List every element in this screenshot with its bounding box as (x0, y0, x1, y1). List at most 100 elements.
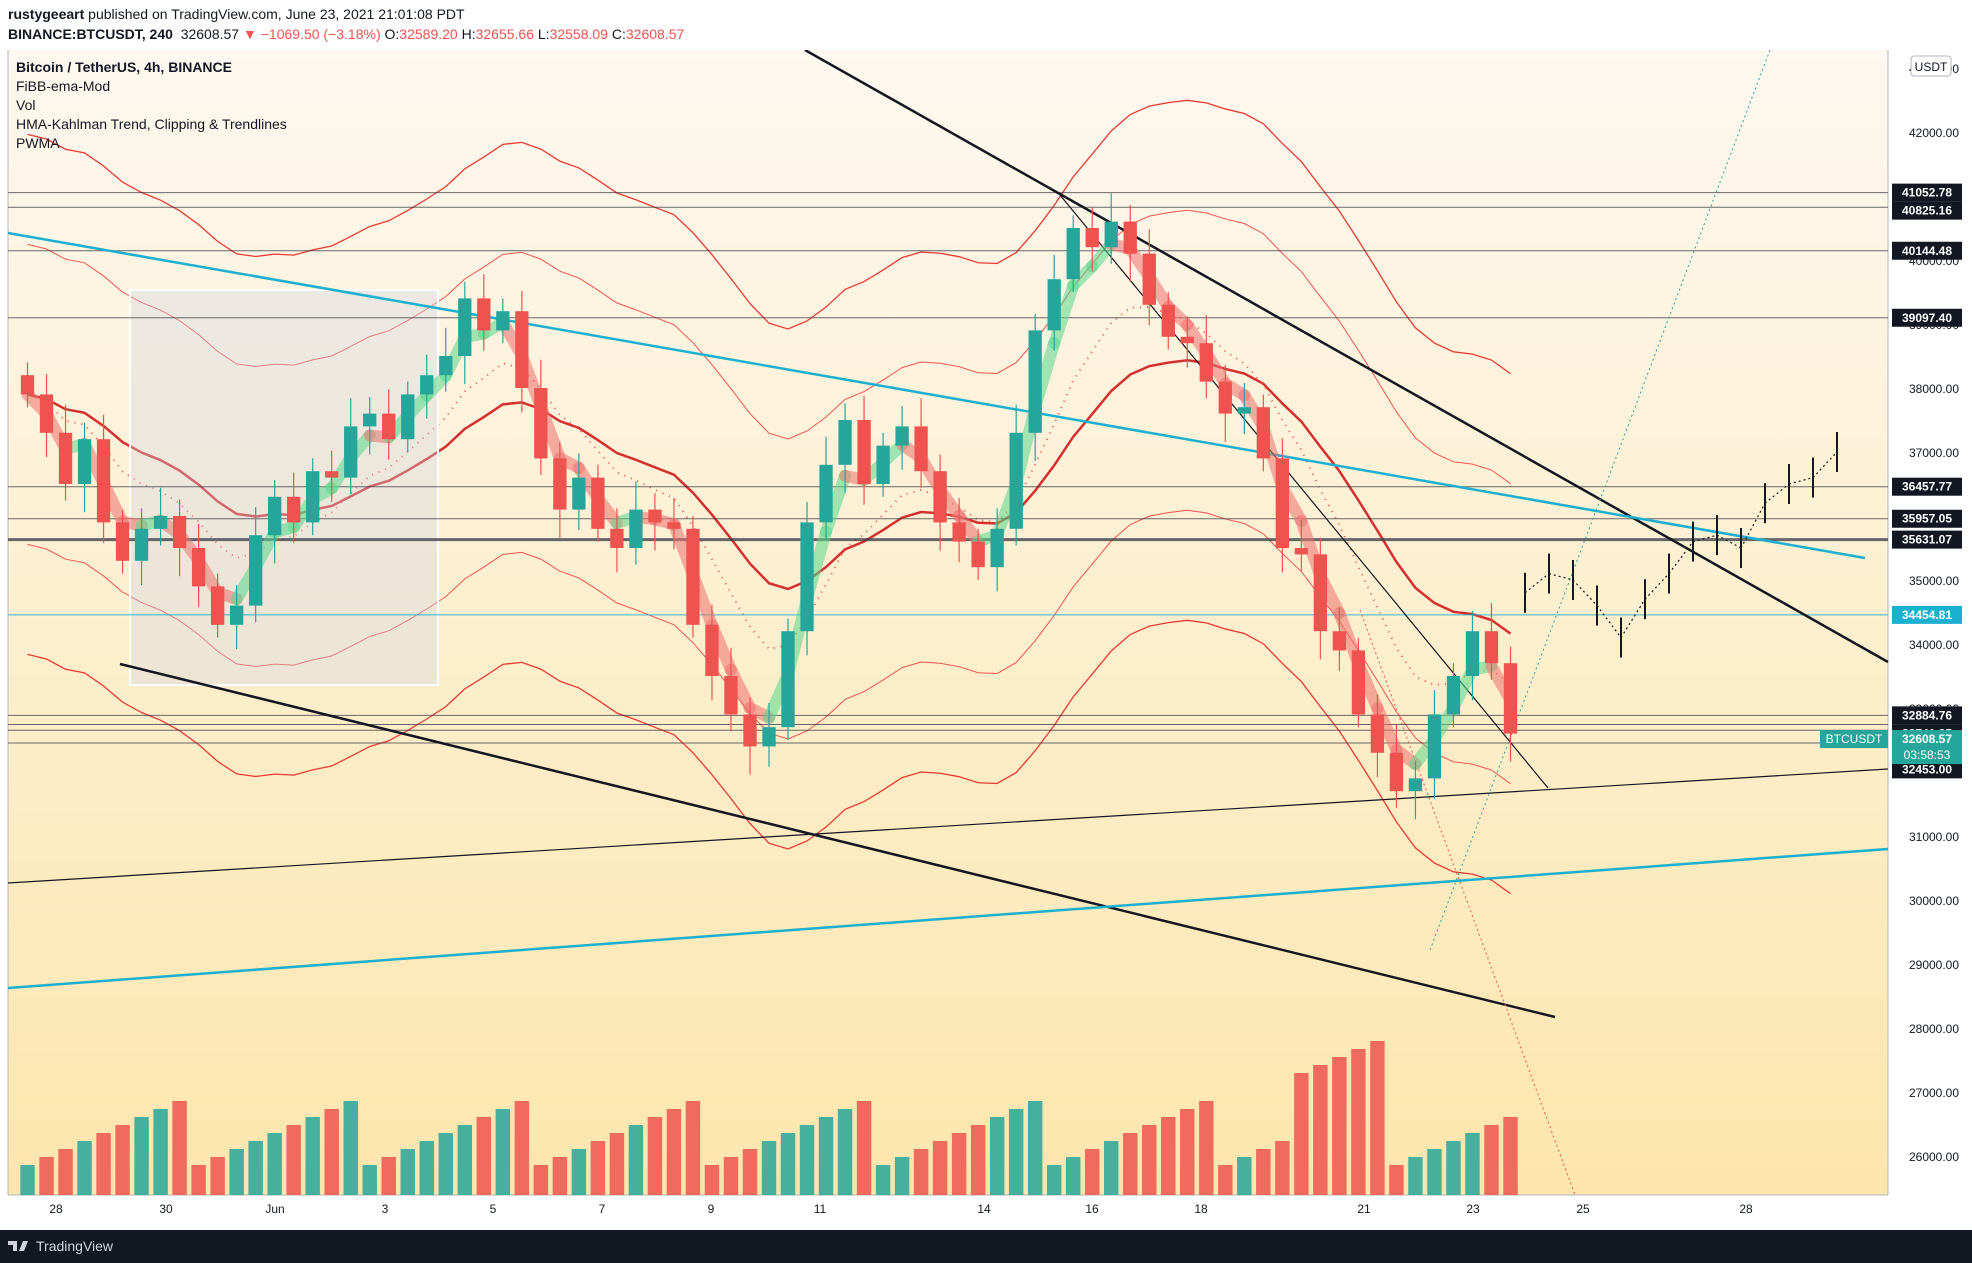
price-tick-label: 31000.00 (1909, 830, 1959, 844)
change-text: −1069.50 (−3.18%) (260, 26, 381, 42)
legend-indicator-pwma[interactable]: PWMA (16, 135, 60, 151)
volume-bar (799, 1125, 815, 1195)
candle-body (1047, 279, 1061, 331)
projection-link (1812, 451, 1838, 479)
candle-body (705, 624, 719, 676)
candle-body (781, 631, 795, 728)
candle-body (1313, 554, 1328, 632)
volume-bar (989, 1117, 1005, 1195)
candle-body (1332, 631, 1347, 651)
projection-path (1524, 432, 1838, 658)
candle-body (990, 528, 1004, 568)
candle-body (191, 548, 206, 587)
level-label: 36457.77 (1902, 480, 1952, 494)
volume-bar (894, 1157, 910, 1195)
candle-body (1104, 221, 1118, 248)
level-label: 32453.00 (1902, 762, 1952, 776)
time-tick-label: 5 (490, 1202, 497, 1216)
volume-bar (818, 1117, 834, 1195)
level-label-bg (1892, 706, 1962, 725)
projection-link (1524, 573, 1550, 594)
time-axis[interactable]: 28 30 Jun 3 5 7 9 11 14 16 18 21 23 25 28 (49, 1202, 1753, 1216)
price-tick-label: 26000.00 (1909, 1150, 1959, 1164)
volume-bar (1065, 1157, 1081, 1195)
candle-body (686, 528, 700, 625)
last-price-label: 32608.57 (1902, 732, 1952, 746)
candlesticks (20, 193, 1518, 820)
last-price-text: 32608.57 (180, 26, 240, 42)
footer-brand[interactable]: TradingView (36, 1238, 114, 1254)
candle-body (1275, 458, 1289, 548)
candle-body (1085, 228, 1099, 248)
level-labels: 41052.78 40825.16 40144.48 39097.40 36457.77… (1820, 183, 1962, 779)
cyan-lower-trendline[interactable] (7, 847, 1889, 990)
time-tick-label: 21 (1357, 1202, 1371, 1216)
price-tick-label: 28000.00 (1909, 1022, 1959, 1036)
volume-bar (438, 1133, 454, 1195)
candle-body (724, 676, 738, 715)
candle-body (477, 298, 491, 331)
candle-body (933, 471, 947, 523)
candle-body (952, 522, 966, 542)
upper-trendline[interactable] (804, 50, 1889, 664)
volume-bar (1008, 1109, 1024, 1195)
time-tick-label: 30 (159, 1202, 173, 1216)
volume-bar (1408, 1157, 1423, 1195)
price-chart[interactable]: 26000.00 27000.00 28000.00 29000.00 30000.00… (0, 50, 1972, 1230)
legend-symbol[interactable]: Bitcoin / TetherUS, 4h, BINANCE (16, 59, 232, 75)
candle-body (895, 426, 909, 446)
volume-bar (1332, 1057, 1347, 1195)
lower-trendline[interactable] (119, 662, 1556, 1019)
candle-body (1237, 407, 1251, 414)
support-trendline[interactable] (7, 768, 1889, 884)
volume-bar (856, 1101, 872, 1195)
volume-bar (628, 1125, 644, 1195)
volume-bar (837, 1109, 853, 1195)
candle-body (553, 458, 567, 510)
level-label-bg (1892, 201, 1962, 220)
projection-link (1596, 605, 1622, 638)
candle-body (115, 522, 130, 561)
currency-badge[interactable]: USDT (1910, 55, 1952, 77)
down-arrow-icon: ▼ (243, 26, 257, 42)
level-label-bg (1892, 530, 1962, 549)
projection-link (1668, 541, 1694, 574)
currency-label: USDT (1915, 60, 1948, 74)
candle-body (743, 714, 757, 747)
candle-body (762, 727, 776, 747)
candle-body (819, 464, 833, 523)
price-tick-label: 37000.00 (1909, 446, 1959, 460)
time-tick-label: 23 (1466, 1202, 1480, 1216)
candle-body (1009, 432, 1023, 529)
legend-indicator-vol[interactable]: Vol (16, 97, 36, 113)
price-tick-label: 34000.00 (1909, 638, 1959, 652)
volume-bar (704, 1165, 720, 1195)
volume-bar (875, 1165, 891, 1195)
legend-indicator-fibb[interactable]: FiBB-ema-Mod (16, 78, 111, 94)
volume-bar (1465, 1133, 1480, 1195)
legend-indicator-hma[interactable]: HMA-Kahlman Trend, Clipping & Trendlines (16, 116, 287, 132)
tradingview-logo-icon[interactable] (8, 1239, 30, 1253)
volume-bar (96, 1133, 111, 1195)
countdown-label: 03:58:53 (1904, 748, 1951, 762)
candle-body (1503, 663, 1518, 734)
candle-body (20, 375, 35, 395)
candle-body (591, 477, 605, 529)
candle-body (96, 439, 111, 523)
candle-body (1142, 253, 1156, 305)
volume-bar (343, 1101, 358, 1195)
volume-bar (400, 1149, 415, 1195)
publisher-name[interactable]: rustygeeart (8, 6, 85, 22)
volume-bar (1446, 1141, 1461, 1195)
volume-bar (286, 1125, 301, 1195)
candle-body (648, 509, 662, 523)
candle-body (971, 541, 985, 568)
level-label: 35631.07 (1902, 533, 1952, 547)
symbol-line: BINANCE:BTCUSDT, 240 (8, 26, 173, 42)
volume-bar (1237, 1157, 1252, 1195)
published-text: published on TradingView.com, June 23, 2… (88, 6, 465, 22)
price-tick-label: 38000.00 (1909, 382, 1959, 396)
level-label-bg (1892, 477, 1962, 496)
cyan-upper-trendline[interactable] (7, 231, 1866, 560)
volume-bar (685, 1101, 701, 1195)
